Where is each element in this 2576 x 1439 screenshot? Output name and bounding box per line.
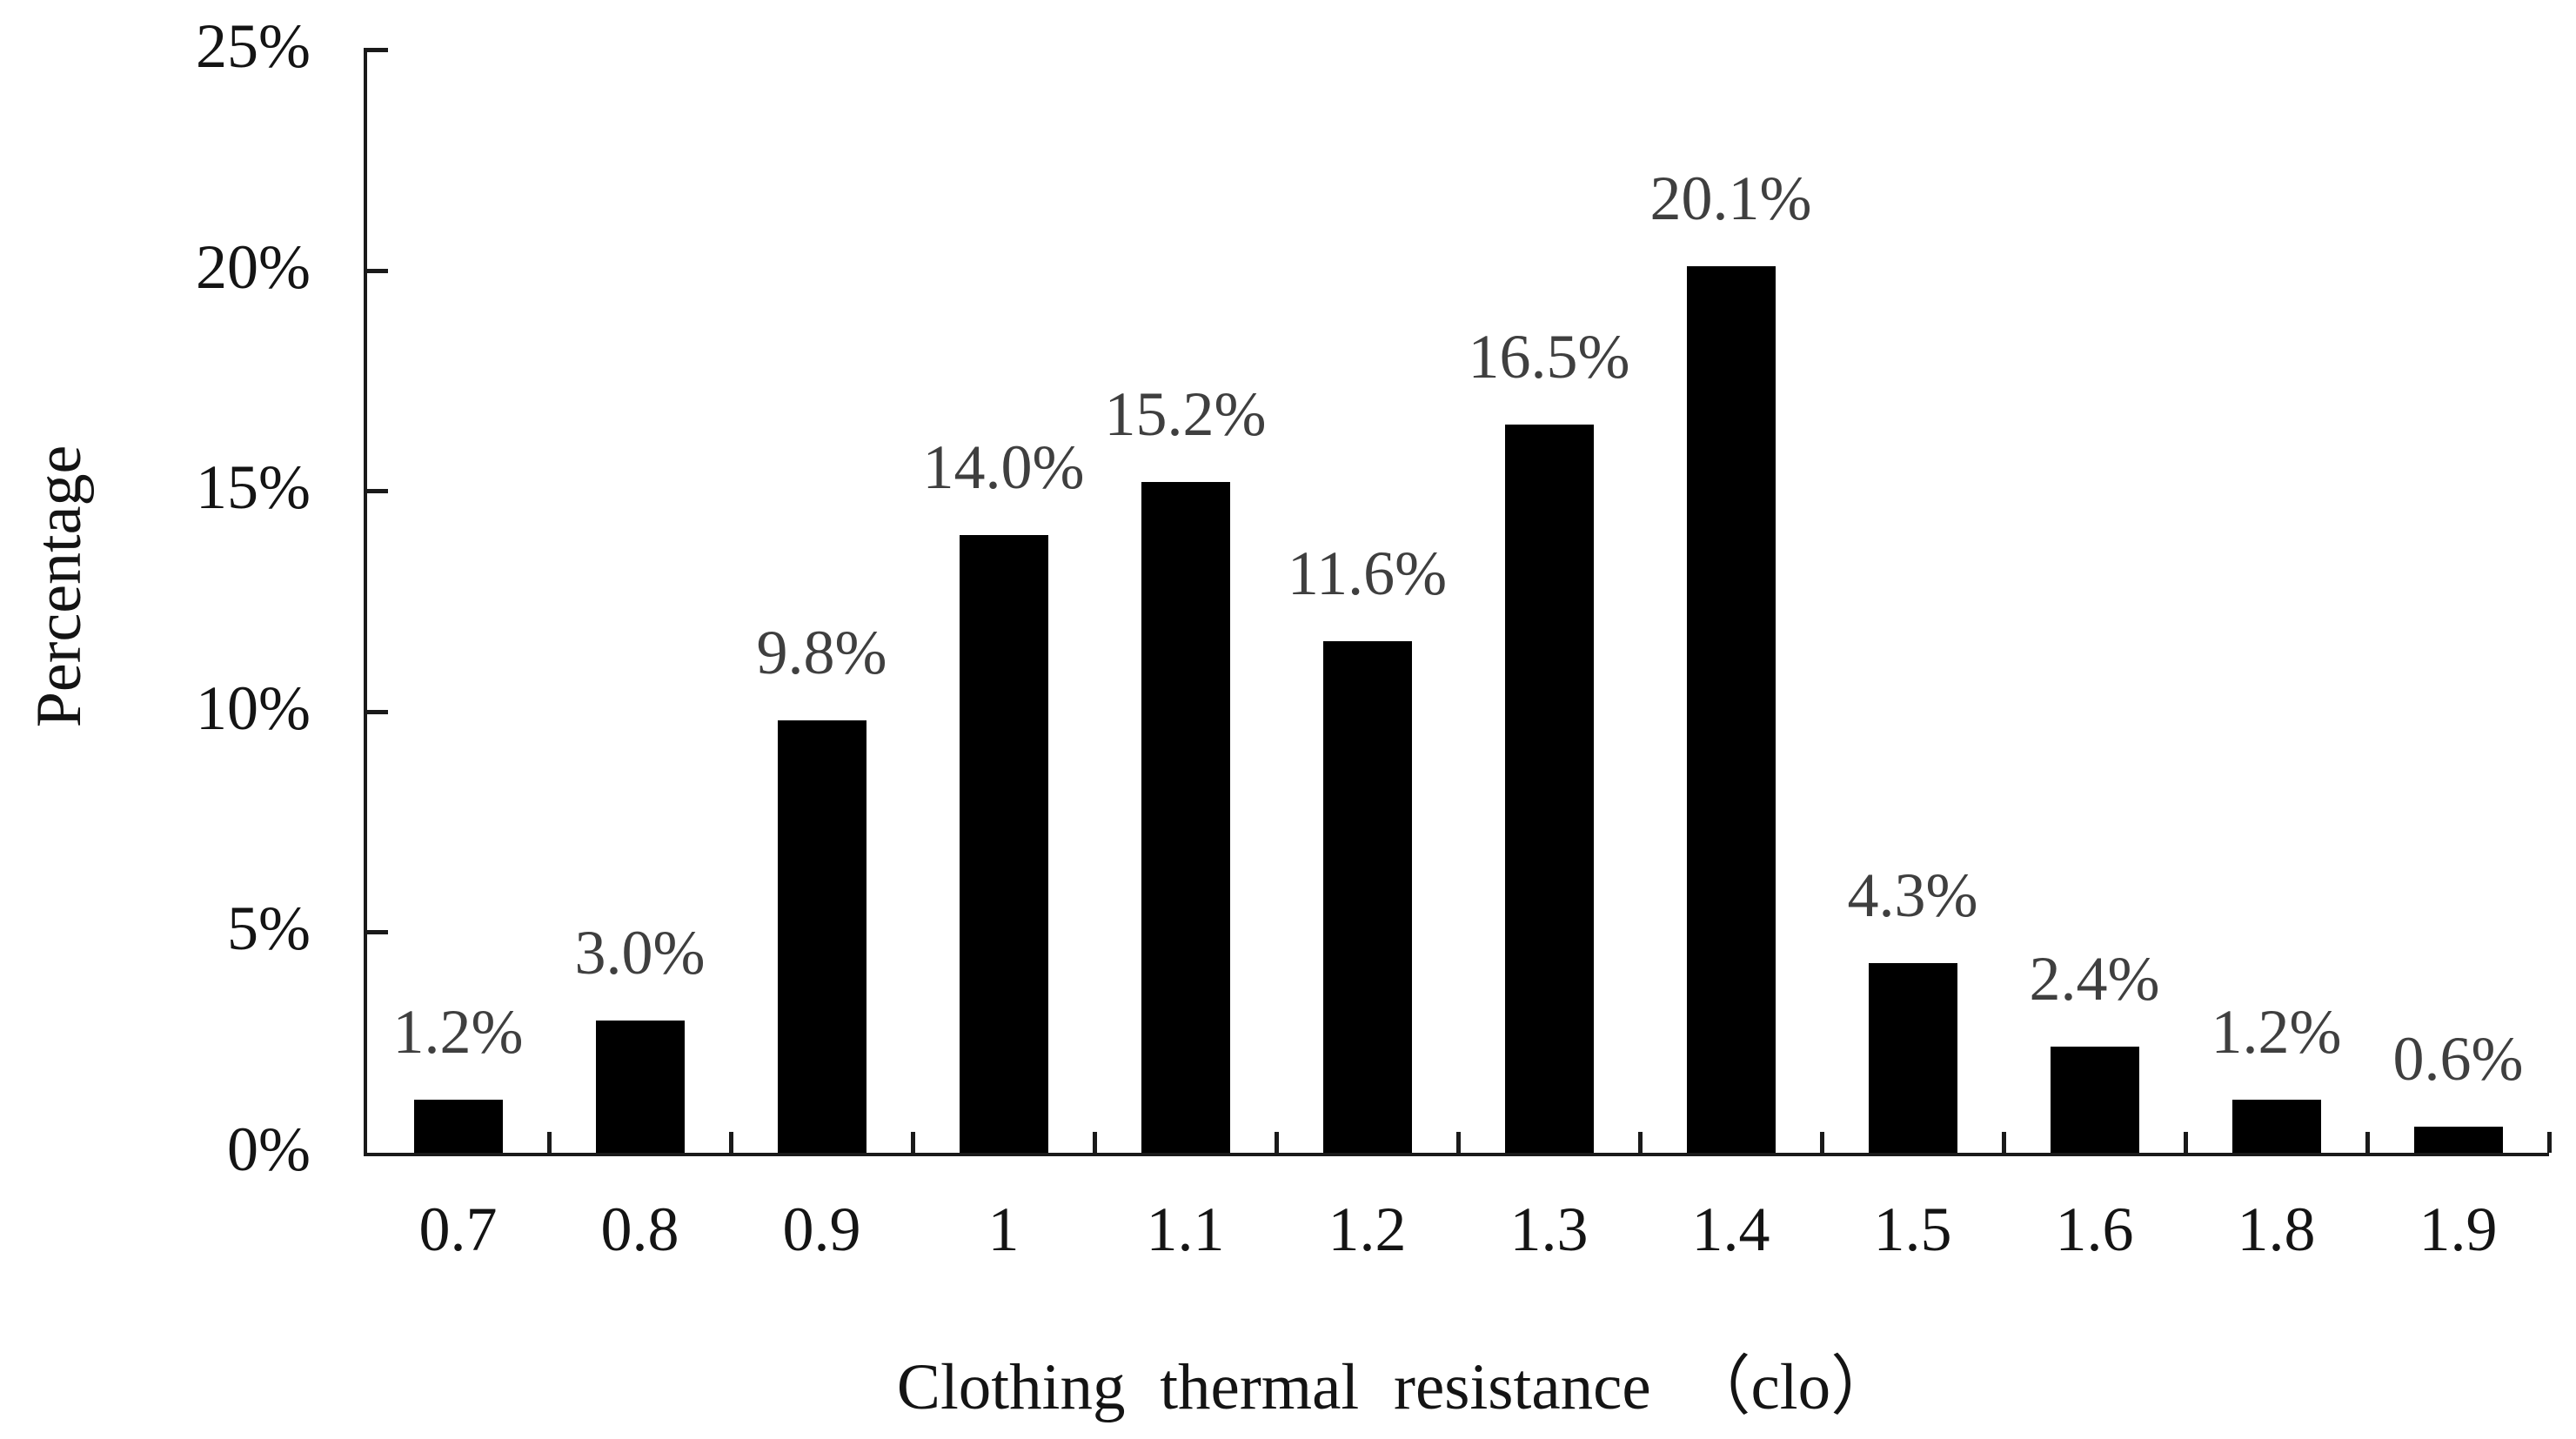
x-tick-mark bbox=[1638, 1132, 1643, 1153]
bar-value-label: 11.6% bbox=[1287, 538, 1448, 608]
x-tick-mark bbox=[911, 1132, 915, 1153]
x-tick-label: 1.8 bbox=[2237, 1195, 2316, 1264]
bar-value-label: 9.8% bbox=[756, 617, 887, 687]
y-tick-mark bbox=[367, 48, 388, 52]
y-tick-label: 10% bbox=[196, 673, 311, 743]
bar bbox=[2413, 1126, 2503, 1153]
x-tick-label: 0.7 bbox=[418, 1195, 498, 1264]
y-tick-label: 15% bbox=[196, 452, 311, 523]
bar bbox=[1868, 962, 1957, 1153]
bar bbox=[1504, 425, 1594, 1153]
x-tick-label: 0.9 bbox=[782, 1195, 861, 1264]
x-axis-line bbox=[364, 1153, 2549, 1156]
x-tick-mark bbox=[1093, 1132, 1097, 1153]
y-tick-mark bbox=[367, 489, 388, 494]
x-tick-label: 0.8 bbox=[600, 1195, 679, 1264]
x-tick-mark bbox=[1456, 1132, 1461, 1153]
bar bbox=[959, 534, 1048, 1153]
bar bbox=[2231, 1100, 2321, 1153]
bar bbox=[413, 1100, 503, 1153]
bar-value-label: 4.3% bbox=[1847, 860, 1978, 930]
y-axis-line bbox=[364, 48, 367, 1156]
x-tick-mark bbox=[729, 1132, 733, 1153]
bar-value-label: 1.2% bbox=[2211, 997, 2342, 1068]
y-tick-mark bbox=[367, 930, 388, 935]
bar bbox=[595, 1020, 685, 1153]
x-tick-mark bbox=[547, 1132, 552, 1153]
x-tick-label: 1.2 bbox=[1328, 1195, 1407, 1264]
bar bbox=[777, 720, 866, 1153]
x-tick-label: 1.6 bbox=[2055, 1195, 2134, 1264]
y-tick-label: 0% bbox=[227, 1114, 311, 1184]
bar bbox=[1322, 640, 1412, 1153]
bar bbox=[2050, 1047, 2139, 1153]
y-tick-mark bbox=[367, 268, 388, 273]
bar-value-label: 0.6% bbox=[2392, 1023, 2524, 1094]
x-tick-mark bbox=[2002, 1132, 2006, 1153]
x-tick-label: 1.3 bbox=[1509, 1195, 1589, 1264]
x-tick-label: 1.9 bbox=[2419, 1195, 2498, 1264]
y-tick-label: 5% bbox=[227, 894, 311, 964]
y-tick-mark bbox=[367, 709, 388, 714]
bar-value-label: 16.5% bbox=[1468, 322, 1630, 392]
y-tick-label: 25% bbox=[196, 11, 311, 81]
bar-value-label: 15.2% bbox=[1104, 379, 1267, 450]
y-tick-label: 20% bbox=[196, 231, 311, 302]
bar-value-label: 3.0% bbox=[574, 917, 706, 987]
x-tick-label: 1.4 bbox=[1691, 1195, 1770, 1264]
bar-value-label: 2.4% bbox=[2029, 944, 2160, 1014]
bar-value-label: 20.1% bbox=[1649, 163, 1812, 233]
x-tick-mark bbox=[2184, 1132, 2188, 1153]
x-tick-mark bbox=[1275, 1132, 1279, 1153]
y-axis-title: Percentage bbox=[23, 445, 95, 728]
bar bbox=[1686, 265, 1776, 1153]
x-tick-label: 1 bbox=[987, 1195, 1020, 1264]
x-tick-mark bbox=[1820, 1132, 1824, 1153]
x-axis-title: Clothing thermal resistance （clo） bbox=[896, 1351, 1897, 1423]
x-tick-label: 1.5 bbox=[1873, 1195, 1952, 1264]
x-tick-mark bbox=[2365, 1132, 2370, 1153]
x-tick-mark bbox=[2547, 1132, 2552, 1153]
x-tick-label: 1.1 bbox=[1146, 1195, 1225, 1264]
bar-value-label: 1.2% bbox=[392, 997, 524, 1068]
bar-value-label: 14.0% bbox=[922, 432, 1085, 502]
bar bbox=[1141, 482, 1230, 1153]
